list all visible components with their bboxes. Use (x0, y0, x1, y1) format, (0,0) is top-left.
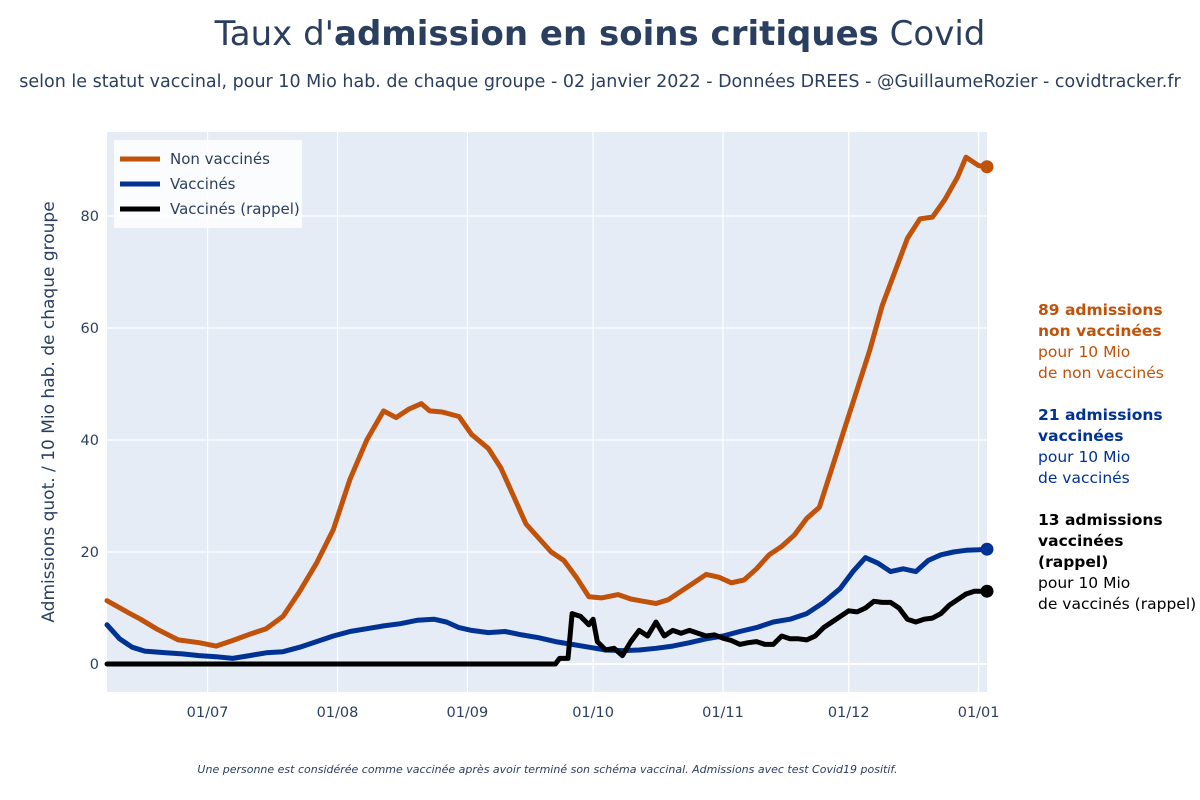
y-tick-label: 80 (81, 209, 99, 225)
annotation-bold1: 13 admissions (1038, 511, 1163, 529)
x-tick-label: 01/12 (828, 705, 870, 721)
footnote: Une personne est considérée comme vaccin… (197, 763, 898, 776)
annotation-bold2: vaccinées (1038, 427, 1124, 445)
annotation-2: 13 admissions vaccinées (rappel) pour 10 M… (1038, 510, 1198, 615)
annotation-bold2: non vaccinées (1038, 322, 1162, 340)
series-line-0 (104, 154, 990, 649)
x-tick-label: 01/01 (958, 705, 1000, 721)
annotation-line1: pour 10 Mio (1038, 574, 1131, 592)
annotation-line2: de vaccinés (rappel) (1038, 595, 1197, 613)
title-suffix: Covid (878, 14, 986, 54)
x-tick-label: 01/11 (702, 705, 744, 721)
chart-title: Taux d'admission en soins critiques Covi… (0, 14, 1200, 54)
series-line-2 (104, 588, 990, 667)
y-tick-label: 20 (81, 545, 99, 561)
x-tick-label: 01/07 (187, 705, 229, 721)
title-bold: admission en soins critiques (334, 14, 879, 54)
legend-label: Vaccinés (170, 175, 236, 193)
annotation-1: 21 admissions vaccinées pour 10 Mio de vacc… (1038, 405, 1198, 489)
endpoint-marker-1 (980, 542, 994, 556)
annotation-0: 89 admissions non vaccinées pour 10 Mio de … (1038, 300, 1198, 384)
annotations-panel: 89 admissions non vaccinées pour 10 Mio de … (1038, 300, 1198, 636)
annotation-bold1: 21 admissions (1038, 406, 1163, 424)
x-tick-label: 01/09 (446, 705, 488, 721)
legend-label: Vaccinés (rappel) (170, 200, 300, 218)
legend-label: Non vaccinés (170, 150, 270, 168)
annotation-line1: pour 10 Mio (1038, 448, 1131, 466)
title-prefix: Taux d' (214, 14, 335, 54)
endpoint-marker-0 (980, 160, 994, 174)
annotation-line1: pour 10 Mio (1038, 343, 1131, 361)
x-tick-label: 01/08 (317, 705, 359, 721)
annotation-bold1: 89 admissions (1038, 301, 1163, 319)
x-tick-label: 01/10 (572, 705, 614, 721)
legend: Non vaccinés Vaccinés Vaccinés (rappel) (114, 140, 302, 228)
annotation-line2: de vaccinés (1038, 469, 1130, 487)
y-tick-label: 40 (81, 433, 99, 449)
y-tick-label: 60 (81, 321, 99, 337)
chart-subtitle: selon le statut vaccinal, pour 10 Mio ha… (19, 72, 1181, 92)
y-tick-label: 0 (90, 657, 99, 673)
annotation-line2: de non vaccinés (1038, 364, 1164, 382)
y-axis-label: Admissions quot. / 10 Mio hab. de chaque… (39, 201, 59, 622)
annotation-bold2: vaccinées (rappel) (1038, 532, 1124, 571)
x-axis-ticks: 01/07 01/08 01/09 01/10 01/11 01/12 01/01 (187, 705, 1000, 721)
y-axis-ticks: 0 20 40 60 80 (81, 209, 99, 673)
series-lines (104, 154, 994, 667)
endpoint-marker-2 (980, 584, 994, 598)
series-line-1 (104, 546, 990, 661)
